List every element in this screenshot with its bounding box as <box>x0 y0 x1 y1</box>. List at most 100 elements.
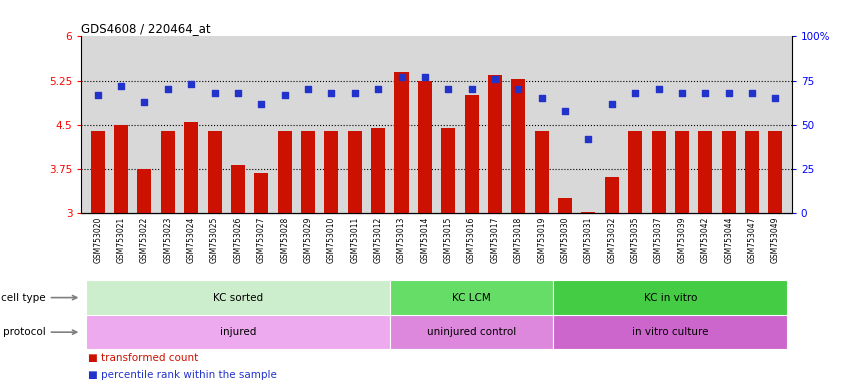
Point <box>535 95 549 101</box>
Text: GSM753019: GSM753019 <box>538 217 546 263</box>
Point <box>208 90 222 96</box>
Text: protocol: protocol <box>3 327 77 337</box>
Bar <box>389 315 554 349</box>
Bar <box>558 199 572 213</box>
Point <box>512 86 526 93</box>
Bar <box>535 131 549 213</box>
Bar <box>395 72 408 213</box>
Point <box>605 101 619 107</box>
Bar <box>554 315 788 349</box>
Text: GSM753025: GSM753025 <box>210 217 219 263</box>
Text: GSM753032: GSM753032 <box>608 217 616 263</box>
Text: ■ percentile rank within the sample: ■ percentile rank within the sample <box>88 370 277 381</box>
Text: GSM753020: GSM753020 <box>93 217 102 263</box>
Text: GSM753029: GSM753029 <box>304 217 312 263</box>
Text: GSM753030: GSM753030 <box>561 217 569 263</box>
Text: GSM753014: GSM753014 <box>420 217 430 263</box>
Text: GSM753027: GSM753027 <box>257 217 265 263</box>
Point <box>184 81 198 87</box>
Point <box>418 74 431 80</box>
Bar <box>488 75 502 213</box>
Text: KC in vitro: KC in vitro <box>644 293 697 303</box>
Text: GSM753022: GSM753022 <box>140 217 149 263</box>
Text: GSM753017: GSM753017 <box>490 217 500 263</box>
Point <box>395 74 408 80</box>
Text: GSM753031: GSM753031 <box>584 217 593 263</box>
Point <box>348 90 361 96</box>
Text: GSM753037: GSM753037 <box>654 217 663 263</box>
Text: GSM753028: GSM753028 <box>280 217 289 263</box>
Point <box>442 86 455 93</box>
Text: GSM753010: GSM753010 <box>327 217 336 263</box>
Point <box>231 90 245 96</box>
Text: GSM753013: GSM753013 <box>397 217 406 263</box>
Bar <box>605 177 619 213</box>
Text: GSM753047: GSM753047 <box>747 217 757 263</box>
Point <box>324 90 338 96</box>
Point <box>769 95 782 101</box>
Bar <box>161 131 175 213</box>
Point <box>628 90 642 96</box>
Point <box>91 92 104 98</box>
Point <box>301 86 315 93</box>
Bar <box>698 131 712 213</box>
Point <box>278 92 292 98</box>
Text: GSM753016: GSM753016 <box>467 217 476 263</box>
Bar <box>651 131 666 213</box>
Bar <box>86 280 389 315</box>
Bar <box>207 131 222 213</box>
Bar <box>441 128 455 213</box>
Text: injured: injured <box>220 327 256 337</box>
Point <box>675 90 689 96</box>
Bar <box>86 315 389 349</box>
Point <box>114 83 128 89</box>
Point <box>372 86 385 93</box>
Text: GSM753026: GSM753026 <box>234 217 242 263</box>
Bar <box>465 95 479 213</box>
Point <box>558 108 572 114</box>
Bar <box>581 212 596 213</box>
Text: GSM753011: GSM753011 <box>350 217 360 263</box>
Bar <box>277 131 292 213</box>
Text: in vitro culture: in vitro culture <box>632 327 709 337</box>
Bar <box>138 169 152 213</box>
Bar <box>389 280 554 315</box>
Text: KC sorted: KC sorted <box>213 293 263 303</box>
Bar <box>254 173 268 213</box>
Text: GSM753044: GSM753044 <box>724 217 734 263</box>
Point <box>138 99 152 105</box>
Bar <box>554 280 788 315</box>
Text: GSM753018: GSM753018 <box>514 217 523 263</box>
Bar <box>511 79 526 213</box>
Bar <box>231 165 245 213</box>
Bar <box>114 125 128 213</box>
Text: GSM753021: GSM753021 <box>116 217 126 263</box>
Text: GSM753035: GSM753035 <box>631 217 639 263</box>
Text: GSM753023: GSM753023 <box>163 217 172 263</box>
Point <box>488 76 502 82</box>
Text: GDS4608 / 220464_at: GDS4608 / 220464_at <box>81 22 211 35</box>
Bar <box>675 131 689 213</box>
Text: uninjured control: uninjured control <box>427 327 516 337</box>
Point <box>698 90 712 96</box>
Text: GSM753024: GSM753024 <box>187 217 196 263</box>
Point <box>746 90 759 96</box>
Bar <box>745 131 759 213</box>
Point <box>722 90 735 96</box>
Bar <box>324 131 338 213</box>
Point <box>161 86 175 93</box>
Bar <box>301 131 315 213</box>
Text: GSM753042: GSM753042 <box>701 217 710 263</box>
Bar <box>91 131 104 213</box>
Text: GSM753049: GSM753049 <box>771 217 780 263</box>
Bar <box>348 131 362 213</box>
Point <box>254 101 268 107</box>
Text: cell type: cell type <box>1 293 77 303</box>
Bar <box>769 131 782 213</box>
Text: ■ transformed count: ■ transformed count <box>88 353 199 363</box>
Bar <box>628 131 642 213</box>
Bar <box>184 122 199 213</box>
Text: GSM753039: GSM753039 <box>677 217 687 263</box>
Text: GSM753012: GSM753012 <box>373 217 383 263</box>
Text: KC LCM: KC LCM <box>452 293 491 303</box>
